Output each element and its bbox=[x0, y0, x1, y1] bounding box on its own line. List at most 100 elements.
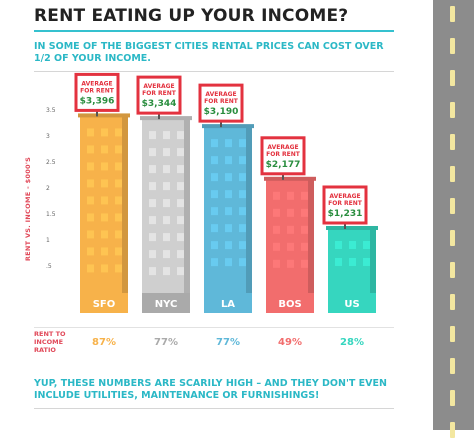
bar-window bbox=[115, 264, 122, 273]
sign-post bbox=[282, 173, 284, 180]
lane-marking bbox=[450, 262, 455, 278]
sign-label: FOR RENT bbox=[80, 87, 115, 94]
bar-window bbox=[101, 145, 108, 154]
y-tick-label: 3.5 bbox=[46, 107, 56, 114]
sign-value: $2,177 bbox=[266, 160, 301, 170]
bar-window bbox=[101, 179, 108, 188]
chart-subtitle: IN SOME OF THE BIGGEST CITIES RENTAL PRI… bbox=[34, 41, 384, 64]
bar-label-tile bbox=[142, 293, 190, 313]
bar-window bbox=[273, 242, 280, 251]
bar-window bbox=[115, 179, 122, 188]
sign-board bbox=[198, 83, 244, 123]
bar-roof bbox=[326, 225, 378, 230]
bar-window bbox=[301, 208, 308, 217]
sign-board bbox=[260, 136, 306, 176]
bar-shadow bbox=[184, 119, 190, 293]
bar-shadow bbox=[308, 179, 314, 293]
bar-window bbox=[225, 258, 232, 267]
bar-window bbox=[225, 224, 232, 233]
bar-window bbox=[211, 190, 218, 199]
ratio-value: 49% bbox=[278, 337, 302, 348]
sign-label: AVERAGE bbox=[329, 193, 360, 200]
sign-board bbox=[136, 75, 182, 115]
y-tick-label: 1.5 bbox=[46, 211, 56, 218]
sign-post bbox=[220, 121, 222, 128]
bar-window bbox=[115, 213, 122, 222]
bar-window bbox=[177, 199, 184, 208]
bar-window bbox=[163, 182, 170, 191]
bar-window bbox=[239, 173, 246, 182]
bar-window bbox=[149, 250, 156, 259]
bar-window bbox=[177, 131, 184, 140]
bar-window bbox=[287, 208, 294, 217]
bar-window bbox=[273, 208, 280, 217]
bar-window bbox=[149, 267, 156, 276]
bar-window bbox=[177, 233, 184, 242]
bar-roof bbox=[78, 113, 130, 118]
ratio-value: 87% bbox=[92, 337, 116, 348]
bar-window bbox=[101, 247, 108, 256]
lane-marking bbox=[450, 358, 455, 374]
bar-window bbox=[115, 162, 122, 171]
lane-marking bbox=[450, 38, 455, 54]
sign-label: FOR RENT bbox=[266, 151, 301, 158]
sign-label: AVERAGE bbox=[81, 80, 112, 87]
bar-window bbox=[273, 259, 280, 268]
bar-window bbox=[149, 182, 156, 191]
sign-label: FOR RENT bbox=[204, 98, 239, 105]
sign-post bbox=[158, 113, 160, 120]
lane-marking bbox=[450, 230, 455, 246]
bar-window bbox=[101, 264, 108, 273]
bar-roof bbox=[264, 176, 316, 181]
bar-window bbox=[335, 257, 342, 266]
bar-window bbox=[211, 207, 218, 216]
bar-window bbox=[239, 258, 246, 267]
lane-marking bbox=[450, 134, 455, 150]
bar-window bbox=[163, 233, 170, 242]
lane-marking bbox=[450, 422, 455, 438]
sign-post bbox=[344, 222, 346, 229]
bar-window bbox=[87, 230, 94, 239]
bar-window bbox=[115, 247, 122, 256]
bar-window bbox=[211, 258, 218, 267]
bar-window bbox=[225, 190, 232, 199]
bar-window bbox=[163, 267, 170, 276]
bar-window bbox=[87, 162, 94, 171]
footer-note: YUP, THESE NUMBERS ARE SCARILY HIGH – AN… bbox=[34, 378, 387, 401]
bar-category-label: NYC bbox=[155, 299, 178, 310]
bar-window bbox=[273, 225, 280, 234]
bar-window bbox=[177, 182, 184, 191]
lane-marking bbox=[450, 6, 455, 22]
sign-label: AVERAGE bbox=[143, 83, 174, 90]
bar-category-label: BOS bbox=[278, 299, 301, 310]
bar-window bbox=[177, 250, 184, 259]
bar-window bbox=[177, 267, 184, 276]
bar-window bbox=[115, 196, 122, 205]
bar-window bbox=[225, 173, 232, 182]
bar-window bbox=[149, 233, 156, 242]
bar-window bbox=[301, 259, 308, 268]
y-tick-label: .5 bbox=[46, 263, 52, 270]
ratio-label-text: RENT TO INCOME RATIO bbox=[34, 330, 66, 354]
ratio-label: RENT TO INCOME RATIO bbox=[34, 330, 68, 354]
bar-roof bbox=[140, 116, 192, 121]
lane-marking bbox=[450, 390, 455, 406]
bar-label-tile bbox=[266, 293, 314, 313]
bar-category-label: US bbox=[344, 299, 359, 310]
bar-label-tile bbox=[328, 293, 376, 313]
y-tick-label: 1 bbox=[46, 237, 50, 244]
bar-window bbox=[87, 247, 94, 256]
bar-window bbox=[149, 199, 156, 208]
y-tick-label: 2 bbox=[46, 185, 50, 192]
bar-window bbox=[149, 148, 156, 157]
bar-window bbox=[87, 196, 94, 205]
sign-value: $3,344 bbox=[142, 99, 177, 109]
bar-window bbox=[211, 156, 218, 165]
bar-shadow bbox=[370, 228, 376, 293]
bar-label-tile bbox=[204, 293, 252, 313]
bar-window bbox=[239, 190, 246, 199]
lane-marking bbox=[450, 166, 455, 182]
bar-window bbox=[335, 240, 342, 249]
bar-window bbox=[287, 191, 294, 200]
bar-shadow bbox=[246, 127, 252, 294]
